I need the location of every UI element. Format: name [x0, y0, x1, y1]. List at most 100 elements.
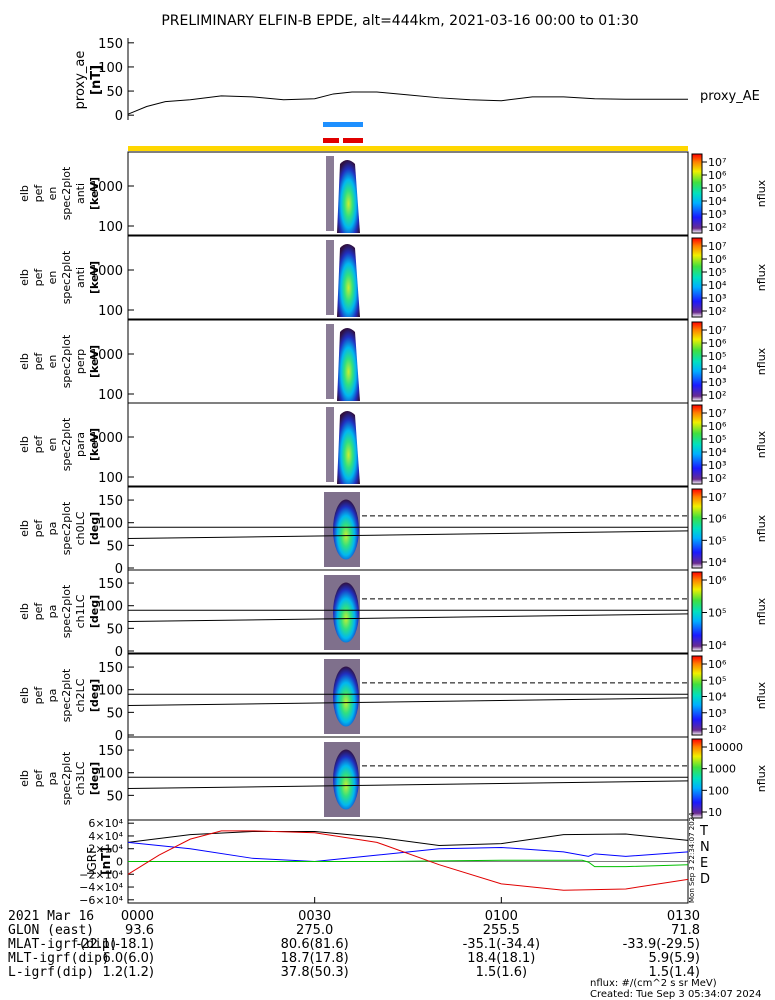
colorbar-tick-label: 10⁷	[708, 324, 726, 337]
spec-y-tick-label: 100	[98, 517, 123, 532]
footer-value: 18.4(18.1)	[467, 951, 535, 966]
colorbar-tick-label: 10⁴	[708, 279, 727, 292]
spectrogram-panel: 0 50 100 150 elb pef pa spec2plot ch2LC [deg] 10⁶ 1…	[18, 653, 768, 744]
footer-value: 93.6	[125, 923, 154, 938]
colorbar-tick-label: 10⁵	[708, 350, 726, 363]
spec-y-tick-label: 1000	[90, 348, 123, 363]
colorbar-tick-label: 10²	[708, 221, 726, 234]
spec-y-label: pef	[32, 519, 45, 538]
spec-stripes	[326, 407, 334, 482]
panel-frame	[127, 151, 689, 236]
spec-y-label: pa	[46, 522, 59, 536]
colorbar-tick-label: 10⁶	[708, 658, 727, 671]
spec-y-tick-label: 100	[98, 600, 123, 615]
ae-y-tick-label: 0	[115, 109, 123, 124]
spec-y-label: spec2plot	[60, 751, 73, 805]
colorbar-label: nflux	[755, 681, 768, 709]
footer-row-label: MLT-igrf(dip)	[8, 951, 110, 966]
colorbar-label: nflux	[755, 347, 768, 375]
spec-y-tick-label: 1000	[90, 431, 123, 446]
footer-value: -22.1(-18.1)	[77, 937, 154, 952]
spec-y-tick-label: 50	[106, 706, 123, 721]
ae-y-tick-label: 50	[106, 85, 123, 100]
pa-blob	[333, 499, 359, 560]
science-zone-red-bar-1	[323, 138, 339, 143]
spec-y-label: spec2plot	[60, 668, 73, 722]
footer-value: 275.0	[296, 923, 333, 938]
spec-y-label: elb	[18, 269, 31, 286]
footer-value: 71.8	[671, 923, 700, 938]
spec-y-label: pef	[32, 184, 45, 203]
colorbar-tick-label: 10³	[708, 376, 726, 389]
spec-y-label: pef	[32, 769, 45, 788]
spec-y-label: [keV]	[88, 261, 101, 294]
science-zone-red-bar-2	[343, 138, 363, 143]
science-zone-blue-bar	[323, 122, 363, 127]
footer-row-label: L-igrf(dip)	[8, 965, 94, 980]
spec-y-label: [deg]	[88, 595, 101, 628]
spec-y-label: elb	[18, 770, 31, 787]
igrf-legend-N: N	[700, 840, 710, 855]
spec-y-tick-label: 0	[115, 645, 123, 660]
spec-y-label: ch1LC	[74, 594, 87, 628]
spec-y-label: pef	[32, 602, 45, 621]
loss-cone-line	[127, 697, 689, 707]
spec-y-tick-label: 100	[98, 684, 123, 699]
footer-value: 5.9(5.9)	[649, 951, 701, 966]
loss-cone-line	[127, 613, 689, 623]
colorbar-label: nflux	[755, 597, 768, 625]
igrf-y-label: IGRF	[85, 847, 99, 875]
colorbar-tick-label: 10⁶	[708, 253, 727, 266]
spec-y-label: spec2plot	[60, 166, 73, 220]
colorbar-tick-label: 10²	[708, 389, 726, 402]
panel-frame	[127, 569, 689, 654]
igrf-series-T	[127, 830, 689, 847]
footer-value: 37.8(50.3)	[281, 965, 349, 980]
spec-y-label: pef	[32, 352, 45, 371]
side-stamp: Mon Sep 3 22:34:07 2024	[688, 812, 696, 903]
igrf-legend-D: D	[700, 872, 710, 887]
igrf-y-tick-label: 6×10⁴	[88, 817, 123, 830]
spec-y-label: ch3LC	[74, 761, 87, 795]
colorbar-tick-label: 10⁶	[708, 169, 727, 182]
spec-blob	[337, 328, 360, 401]
footer-value: 80.6(81.6)	[281, 937, 349, 952]
colorbar	[691, 237, 703, 318]
footer-value: -33.9(-29.5)	[623, 937, 700, 952]
ae-legend: proxy_AE	[700, 89, 760, 104]
spec-y-label: [keV]	[88, 177, 101, 210]
colorbar-tick-label: 10	[708, 806, 722, 819]
spec-y-label: en	[46, 271, 59, 285]
spec-y-label: spec2plot	[60, 584, 73, 638]
colorbar-label: nflux	[755, 263, 768, 291]
colorbar	[691, 655, 703, 736]
footer-value: 0000	[121, 909, 154, 924]
spec-y-label: pa	[46, 772, 59, 786]
footer-value: 0130	[667, 909, 700, 924]
colorbar-tick-label: 10³	[708, 292, 726, 305]
spec-y-label: para	[74, 432, 87, 457]
spec-y-tick-label: 100	[98, 388, 123, 403]
colorbar-tick-label: 10²	[708, 305, 726, 318]
spec-y-tick-label: 100	[98, 767, 123, 782]
spec-y-label: ch0LC	[74, 511, 87, 545]
spec-y-label: pef	[32, 686, 45, 705]
spec-y-label: anti	[74, 183, 87, 204]
colorbar-tick-label: 10²	[708, 723, 726, 736]
igrf-legend-T: T	[699, 824, 708, 839]
igrf-series-N	[127, 841, 689, 863]
panel-frame	[127, 736, 689, 821]
igrf-y-tick-label: 0	[116, 856, 123, 869]
footer-value: 0030	[298, 909, 331, 924]
colorbar-tick-label: 10⁴	[708, 195, 727, 208]
colorbar-tick-label: 10⁶	[708, 337, 727, 350]
igrf-y-tick-label: −6×10⁴	[79, 894, 123, 907]
spec-y-label: spec2plot	[60, 417, 73, 471]
colorbar-tick-label: 10⁷	[708, 240, 726, 253]
spec-blob	[337, 244, 360, 317]
